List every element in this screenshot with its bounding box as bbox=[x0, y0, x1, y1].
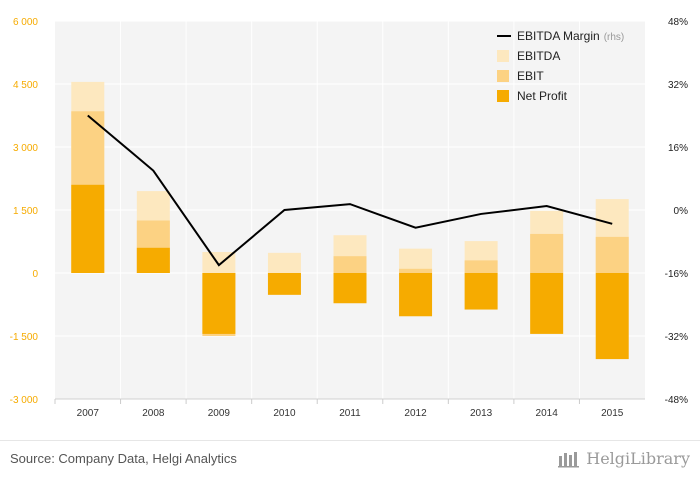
x-axis-tick-label: 2014 bbox=[536, 408, 559, 419]
right-axis-tick-label: -48% bbox=[665, 395, 688, 406]
left-axis-tick-label: 4 500 bbox=[13, 80, 38, 91]
net-profit-bar bbox=[202, 273, 236, 334]
legend: EBITDA Margin (rhs) EBITDA EBIT Net Profit bbox=[497, 29, 624, 103]
left-axis-tick-label: 0 bbox=[32, 269, 38, 280]
x-axis-tick-label: 2007 bbox=[77, 408, 100, 419]
ebit-bar bbox=[464, 260, 498, 273]
ebit-bar bbox=[399, 268, 433, 273]
x-axis-tick-label: 2010 bbox=[273, 408, 296, 419]
x-axis-tick-label: 2011 bbox=[339, 408, 361, 419]
x-axis-tick-label: 2013 bbox=[470, 408, 493, 419]
right-axis-tick-label: 48% bbox=[668, 17, 688, 28]
left-axis-tick-label: 3 000 bbox=[13, 143, 38, 154]
x-axis-tick-label: 2015 bbox=[601, 408, 624, 419]
net-profit-bar bbox=[136, 247, 170, 273]
legend-label: EBITDA Margin (rhs) bbox=[517, 29, 624, 43]
ebit-bar bbox=[595, 236, 629, 273]
x-axis-tick-label: 2009 bbox=[208, 408, 231, 419]
library-icon bbox=[558, 451, 580, 467]
left-axis-tick-label: 1 500 bbox=[13, 206, 38, 217]
legend-swatch bbox=[497, 50, 509, 62]
right-axis-tick-label: 16% bbox=[668, 143, 688, 154]
x-axis-tick-label: 2012 bbox=[404, 408, 427, 419]
legend-swatch bbox=[497, 70, 509, 82]
net-profit-bar bbox=[530, 273, 564, 334]
left-axis-tick-label: -1 500 bbox=[10, 332, 39, 343]
legend-label: EBITDA bbox=[517, 49, 560, 63]
footer: Source: Company Data, Helgi Analytics He… bbox=[0, 440, 700, 484]
source-text: Source: Company Data, Helgi Analytics bbox=[10, 451, 237, 466]
ebitda-margin-line bbox=[87, 114, 613, 267]
net-profit-bar bbox=[267, 273, 301, 295]
legend-swatch bbox=[497, 90, 509, 102]
legend-label: Net Profit bbox=[517, 89, 568, 103]
net-profit-bar bbox=[333, 273, 367, 304]
ebitda-bar bbox=[267, 252, 301, 273]
brand-logo[interactable]: HelgiLibrary bbox=[558, 449, 690, 468]
right-axis-tick-label: -16% bbox=[665, 269, 688, 280]
left-axis-tick-label: 6 000 bbox=[13, 17, 38, 28]
legend-label: EBIT bbox=[517, 69, 544, 83]
net-profit-bar bbox=[399, 273, 433, 317]
left-axis-tick-label: -3 000 bbox=[10, 395, 39, 406]
net-profit-bar bbox=[595, 273, 629, 360]
right-axis-tick-label: -32% bbox=[665, 332, 688, 343]
chart-svg: 6 000 4 500 3 000 1 500 0 -1 500 -3 000 48% 32% 1… bbox=[10, 17, 689, 419]
brand-name: HelgiLibrary bbox=[586, 449, 690, 468]
right-axis-tick-label: 32% bbox=[668, 80, 688, 91]
net-profit-bar bbox=[464, 273, 498, 310]
ebit-bar bbox=[333, 256, 367, 273]
ebit-bar bbox=[530, 233, 564, 273]
x-axis-tick-label: 2008 bbox=[142, 408, 165, 419]
legend-label-suffix: (rhs) bbox=[604, 32, 625, 43]
net-profit-bar bbox=[71, 184, 105, 273]
right-axis-tick-label: 0% bbox=[674, 206, 689, 217]
